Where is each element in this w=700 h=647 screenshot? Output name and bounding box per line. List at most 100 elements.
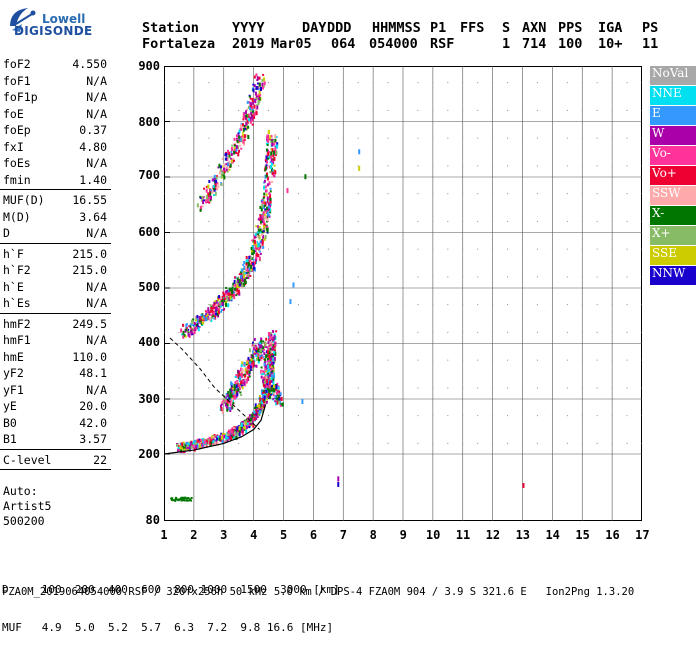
ionogram-echo — [262, 206, 265, 209]
grid-dot — [238, 331, 240, 333]
grid-dot — [596, 82, 598, 84]
ionogram-echo — [187, 328, 190, 331]
grid-dot — [522, 220, 523, 222]
ionogram-echo — [245, 425, 248, 428]
ionogram-echo — [252, 364, 255, 368]
grid-dot — [492, 276, 494, 278]
ionogram-echo — [241, 284, 244, 287]
ionogram-echo — [250, 417, 253, 421]
ionogram-echo — [216, 181, 219, 184]
x-tick-label: 14 — [545, 528, 560, 542]
grid-dot — [312, 220, 314, 222]
grid-dot — [357, 109, 359, 111]
grid-dot — [417, 359, 419, 361]
ionogram-echo — [197, 327, 200, 332]
ionogram-echo — [241, 386, 244, 390]
grid-dot — [253, 331, 255, 333]
grid-dot — [641, 193, 642, 195]
grid-dot — [417, 137, 419, 139]
ionogram-echo — [241, 269, 244, 273]
grid-dot — [223, 137, 225, 139]
ionogram-echo — [234, 431, 237, 434]
ionogram-echo — [229, 409, 232, 413]
grid-dot — [551, 304, 553, 306]
ionogram-echo — [256, 104, 259, 107]
ionogram-echo — [249, 368, 252, 371]
ionogram-echo — [226, 408, 229, 412]
ionogram-echo — [231, 397, 234, 400]
ionogram-echo — [267, 361, 270, 366]
ionogram-echo — [259, 205, 262, 209]
ionogram-echo — [239, 271, 242, 274]
ionogram-echo — [261, 239, 264, 244]
ionogram-echo — [269, 389, 272, 392]
ionogram-echo — [266, 176, 269, 181]
header-row2-field: Mar05 — [271, 36, 312, 52]
ionogram-echo — [200, 205, 203, 210]
ionogram-echo — [188, 499, 191, 502]
ionogram-echo — [185, 499, 188, 502]
ionogram-echo — [337, 476, 340, 482]
ionogram-echo — [230, 393, 233, 397]
grid-dot — [507, 359, 509, 361]
grid-dot — [402, 109, 404, 111]
grid-dot — [566, 442, 568, 444]
ionogram-echo — [211, 307, 214, 312]
grid-dot — [447, 304, 449, 306]
ionogram-echo — [220, 404, 223, 409]
grid-dot — [566, 359, 568, 361]
grid-dot — [387, 331, 389, 333]
ionogram-echo — [259, 220, 262, 224]
ionogram-echo — [220, 308, 223, 311]
grid-dot — [566, 137, 568, 139]
grid-dot — [268, 304, 270, 306]
ionogram-echo — [244, 374, 247, 378]
ionogram-echo — [226, 297, 229, 302]
param-label: B0 — [3, 415, 17, 430]
ionogram-echo — [249, 417, 252, 420]
ionogram-echo — [255, 225, 258, 228]
auto-label: Auto: — [3, 484, 38, 498]
ionogram-echo — [216, 311, 219, 316]
ionogram-echo — [267, 137, 270, 142]
ionogram-echo — [259, 231, 262, 234]
ionogram-echo — [182, 447, 185, 451]
grid-dot — [551, 359, 553, 361]
y-tick-label: 800 — [138, 115, 160, 129]
ionogram-echo — [199, 197, 202, 200]
ionogram-echo — [252, 360, 255, 365]
grid-dot — [417, 109, 419, 111]
ionogram-echo — [181, 499, 184, 502]
grid-dot — [536, 387, 538, 389]
grid-dot — [492, 193, 494, 195]
ionogram-echo — [257, 359, 260, 364]
ionogram-echo — [210, 319, 213, 323]
ionogram-echo — [260, 356, 263, 359]
ionogram-echo — [245, 259, 248, 262]
ionogram-echo — [232, 290, 235, 294]
ionogram-echo — [223, 170, 226, 174]
ionogram-echo — [213, 194, 216, 197]
x-tick-label: 6 — [309, 528, 318, 542]
ionogram-echo — [207, 311, 210, 314]
ionogram-echo — [238, 135, 241, 139]
ionogram-echo — [232, 436, 235, 440]
ionogram-echo — [225, 290, 228, 294]
grid-dot — [387, 304, 389, 306]
grid-dot — [357, 82, 359, 84]
ionogram-echo — [244, 278, 247, 281]
ionogram-echo — [248, 370, 251, 374]
ionogram-echo — [264, 208, 267, 213]
grid-dot — [626, 248, 628, 250]
grid-dot — [626, 109, 628, 111]
grid-dot — [402, 359, 404, 361]
ionogram-echo — [270, 389, 273, 392]
header-row1-field: DDD — [327, 20, 352, 36]
ionogram-echo — [230, 150, 233, 153]
ionogram-echo — [273, 335, 276, 339]
ionogram-echo — [244, 272, 247, 275]
grid-dot — [581, 82, 583, 84]
ionogram-echo — [245, 255, 248, 259]
param-value: 3.57 — [79, 432, 107, 446]
ionogram-echo — [255, 85, 258, 90]
